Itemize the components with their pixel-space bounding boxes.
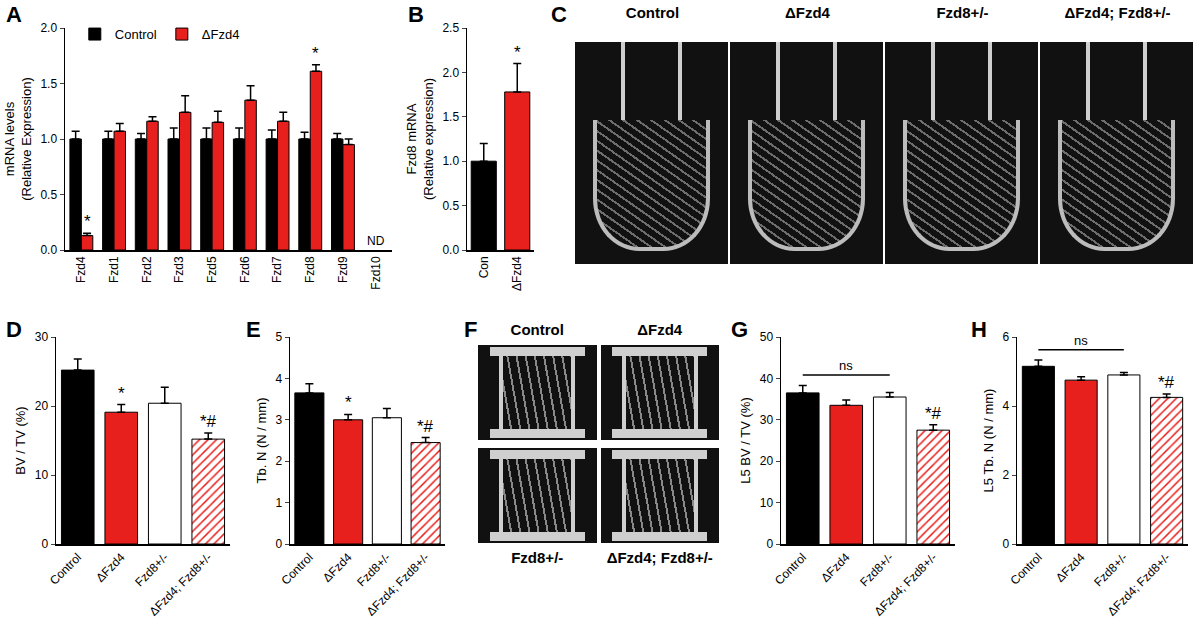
svg-text:Fzd8 mRNA(Relative expression): Fzd8 mRNA(Relative expression) (404, 78, 436, 200)
svg-text:20: 20 (35, 399, 49, 413)
svg-text:Fzd5: Fzd5 (205, 256, 219, 283)
svg-text:Fzd2: Fzd2 (140, 256, 154, 283)
svg-text:Control: Control (47, 550, 84, 587)
svg-text:*#: *# (200, 412, 217, 431)
svg-text:ΔFzd4: ΔFzd4 (320, 550, 355, 585)
svg-text:Fzd4: Fzd4 (74, 256, 88, 283)
html-text:D: D (6, 317, 22, 342)
svg-text:2.0: 2.0 (40, 21, 57, 35)
svg-text:*: * (514, 43, 521, 62)
html-text:Fzd8+/-: Fzd8+/- (936, 4, 989, 21)
svg-text:ns: ns (839, 358, 853, 373)
html-text:ΔFzd4; Fzd8+/-: ΔFzd4; Fzd8+/- (1064, 4, 1171, 21)
html-text:B: B (408, 2, 424, 27)
svg-text:0.5: 0.5 (40, 188, 57, 202)
html-text:G: G (731, 317, 749, 342)
svg-text:Con: Con (477, 256, 491, 278)
html-text:C: C (551, 2, 567, 27)
html-text:Fzd8+/-: Fzd8+/- (511, 549, 564, 566)
svg-text:Control: Control (115, 27, 157, 42)
svg-text:10: 10 (35, 468, 49, 482)
svg-text:Fzd3: Fzd3 (172, 256, 186, 283)
svg-text:2.0: 2.0 (442, 66, 459, 80)
svg-text:mRNA levels(Relative Expressio: mRNA levels(Relative Expression) (2, 77, 34, 201)
svg-text:Fzd10: Fzd10 (369, 256, 383, 290)
svg-text:10: 10 (760, 496, 774, 510)
svg-text:*: * (312, 44, 319, 63)
svg-text:*#: *# (1158, 373, 1175, 392)
svg-text:*: * (84, 212, 91, 231)
svg-text:ΔFzd4: ΔFzd4 (202, 27, 240, 42)
svg-text:0.5: 0.5 (442, 199, 459, 213)
html-text:ΔFzd4: ΔFzd4 (785, 4, 830, 21)
html-text:F: F (464, 317, 478, 342)
svg-text:Fzd9: Fzd9 (336, 256, 350, 283)
svg-text:1: 1 (275, 496, 282, 510)
svg-text:1.5: 1.5 (40, 77, 57, 91)
svg-text:1.0: 1.0 (442, 154, 459, 168)
svg-text:ΔFzd4: ΔFzd4 (818, 550, 853, 585)
svg-text:2: 2 (1002, 468, 1009, 482)
svg-text:3: 3 (275, 413, 282, 427)
svg-text:Fzd8+/-: Fzd8+/- (354, 550, 393, 589)
svg-text:ΔFzd4: ΔFzd4 (93, 550, 128, 585)
svg-text:30: 30 (760, 413, 774, 427)
html-text:ΔFzd4: ΔFzd4 (637, 321, 683, 338)
svg-text:0.0: 0.0 (40, 243, 57, 257)
svg-text:30: 30 (35, 330, 49, 344)
svg-text:1.0: 1.0 (40, 132, 57, 146)
svg-text:4: 4 (1002, 399, 1009, 413)
svg-text:*#: *# (417, 417, 434, 436)
svg-text:0: 0 (1002, 537, 1009, 551)
svg-text:50: 50 (760, 330, 774, 344)
svg-text:40: 40 (760, 372, 774, 386)
svg-text:ΔFzd4; Fzd8+/-: ΔFzd4; Fzd8+/- (871, 550, 939, 618)
svg-text:*#: *# (925, 404, 942, 423)
html-text:Control: Control (510, 321, 564, 338)
svg-text:Fzd8: Fzd8 (303, 256, 317, 283)
svg-text:0: 0 (766, 537, 773, 551)
html-text:E: E (246, 317, 261, 342)
svg-text:5: 5 (275, 330, 282, 344)
svg-text:Fzd8+/-: Fzd8+/- (857, 550, 896, 589)
svg-text:2: 2 (275, 454, 282, 468)
svg-text:L5 Tb. N (N / mm): L5 Tb. N (N / mm) (981, 389, 996, 493)
html-text:Control: Control (625, 4, 680, 21)
svg-text:ns: ns (1074, 333, 1088, 348)
svg-text:0: 0 (275, 537, 282, 551)
svg-text:Control: Control (772, 550, 809, 587)
svg-text:Fzd6: Fzd6 (238, 256, 252, 283)
svg-text:ΔFzd4; Fzd8+/-: ΔFzd4; Fzd8+/- (146, 550, 214, 618)
svg-text:0.0: 0.0 (442, 243, 459, 257)
svg-text:Fzd8+/-: Fzd8+/- (1091, 550, 1130, 589)
svg-text:Fzd1: Fzd1 (107, 256, 121, 283)
svg-text:ΔFzd4: ΔFzd4 (510, 256, 524, 291)
svg-text:L5 BV / TV (%): L5 BV / TV (%) (738, 397, 753, 483)
svg-text:*: * (345, 393, 352, 412)
svg-text:ND: ND (367, 234, 385, 248)
svg-text:0: 0 (41, 537, 48, 551)
svg-text:ΔFzd4: ΔFzd4 (1053, 550, 1088, 585)
svg-text:Tb. N (N / mm): Tb. N (N / mm) (254, 398, 269, 484)
svg-text:1.5: 1.5 (442, 110, 459, 124)
svg-text:Fzd8+/-: Fzd8+/- (132, 550, 171, 589)
html-text:A: A (6, 2, 22, 27)
html-text:H: H (971, 317, 987, 342)
svg-text:BV / TV (%): BV / TV (%) (13, 406, 28, 474)
svg-text:6: 6 (1002, 330, 1009, 344)
svg-text:*: * (118, 384, 125, 403)
svg-text:Control: Control (1007, 550, 1044, 587)
svg-text:Control: Control (278, 550, 315, 587)
svg-text:Fzd7: Fzd7 (270, 256, 284, 283)
html-text:ΔFzd4; Fzd8+/-: ΔFzd4; Fzd8+/- (606, 549, 713, 566)
svg-text:ΔFzd4; Fzd8+/-: ΔFzd4; Fzd8+/- (364, 550, 432, 618)
svg-text:20: 20 (760, 454, 774, 468)
svg-text:ΔFzd4; Fzd8+/-: ΔFzd4; Fzd8+/- (1105, 550, 1173, 618)
svg-text:4: 4 (275, 372, 282, 386)
svg-text:2.5: 2.5 (442, 21, 459, 35)
